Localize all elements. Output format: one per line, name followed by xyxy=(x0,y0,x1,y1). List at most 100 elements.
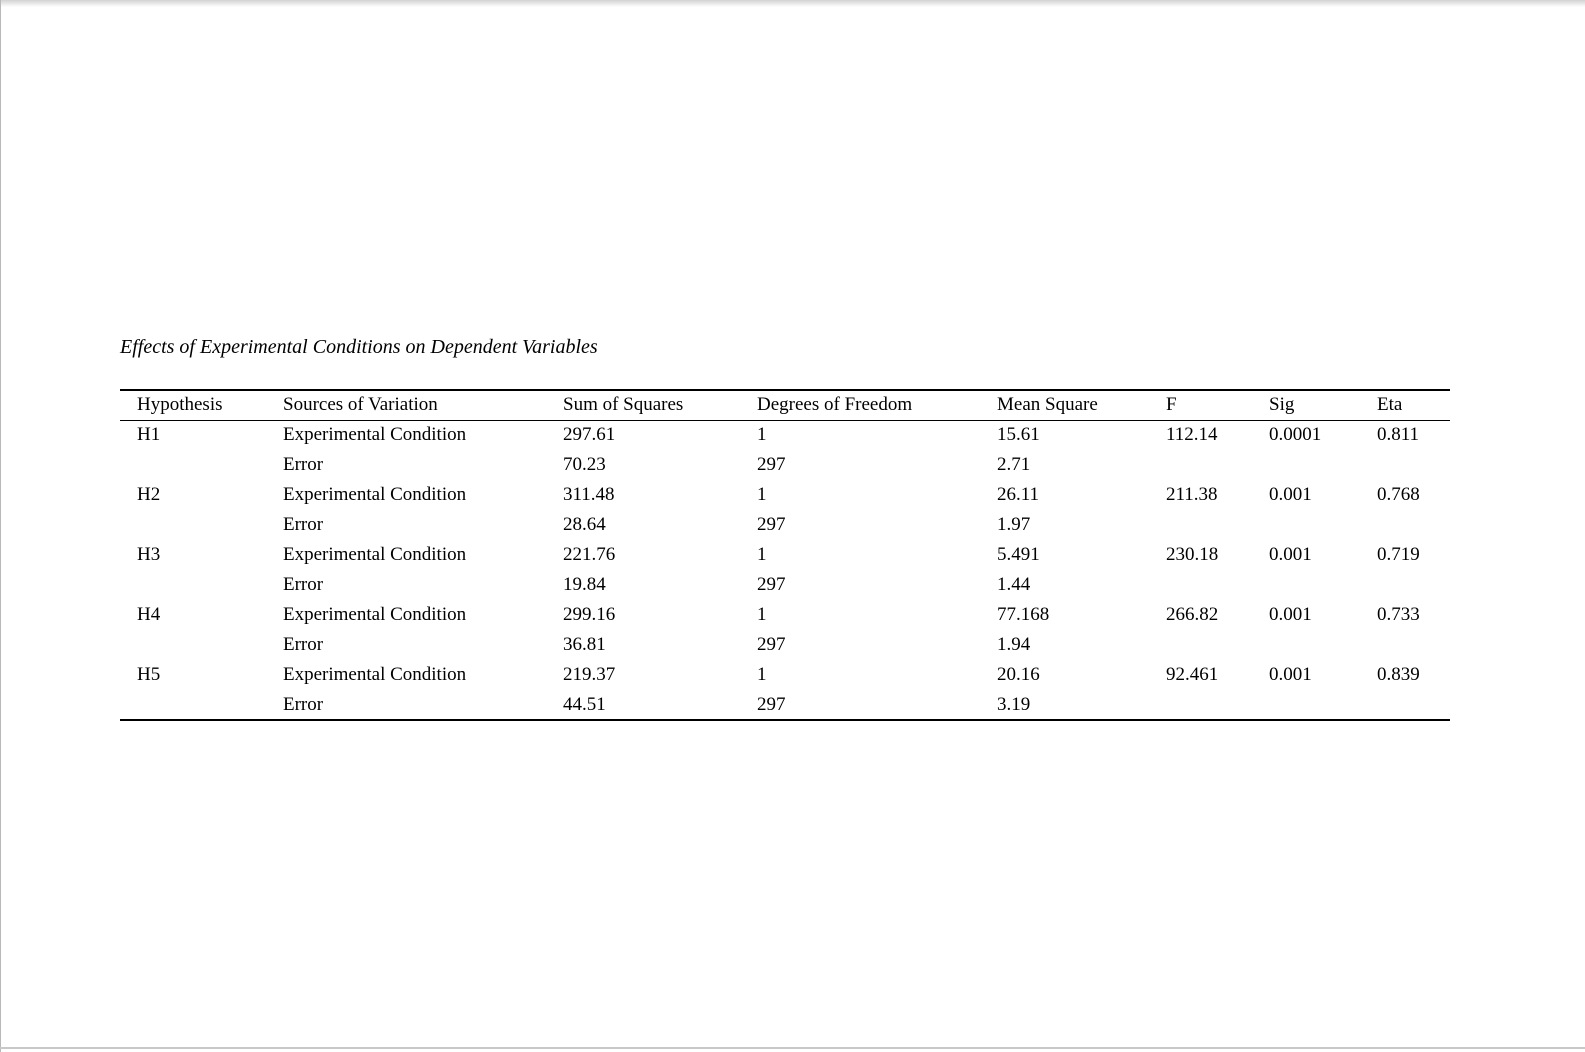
cell-hypothesis xyxy=(120,510,283,540)
cell-mean-square: 77.168 xyxy=(997,604,1050,625)
cell-sig xyxy=(1269,630,1377,660)
cell-sum-of-squares: 44.51 xyxy=(563,693,606,715)
cell-sum-of-squares: 221.76 xyxy=(563,544,616,565)
table-row: H3 Experimental Condition 221.76 1 5.491… xyxy=(120,540,1450,570)
cell-source: Experimental Condition xyxy=(283,544,467,565)
table-row: Error 70.23 297 2.71 xyxy=(120,450,1450,480)
cell-mean-square: 1.94 xyxy=(997,634,1031,655)
cell-sum-of-squares: 311.48 xyxy=(563,484,615,505)
col-header-degrees-of-freedom: Degrees of Freedom xyxy=(757,394,913,416)
cell-degrees-of-freedom: 297 xyxy=(757,574,786,595)
col-header-sources-of-variation: Sources of Variation xyxy=(283,394,438,416)
cell-sum-of-squares: 36.81 xyxy=(563,634,606,655)
cell-eta xyxy=(1377,450,1450,480)
table-row: H4 Experimental Condition 299.16 1 77.16… xyxy=(120,600,1450,630)
cell-f xyxy=(1166,570,1269,600)
cell-source: Experimental Condition xyxy=(283,484,467,505)
cell-mean-square: 1.97 xyxy=(997,514,1031,535)
table-row: Error 36.81 297 1.94 xyxy=(120,630,1450,660)
cell-f xyxy=(1166,450,1269,480)
table-row: H5 Experimental Condition 219.37 1 20.16… xyxy=(120,660,1450,690)
cell-eta xyxy=(1377,690,1450,720)
cell-sum-of-squares: 70.23 xyxy=(563,454,606,475)
cell-hypothesis xyxy=(120,690,283,720)
col-header-sig: Sig xyxy=(1269,394,1295,416)
cell-hypothesis xyxy=(120,570,283,600)
cell-hypothesis xyxy=(120,630,283,660)
cell-f: 266.82 xyxy=(1166,604,1219,625)
cell-sig xyxy=(1269,690,1377,720)
table-row: Error 19.84 297 1.44 xyxy=(120,570,1450,600)
cell-mean-square: 2.71 xyxy=(997,454,1031,475)
table-row: H1 Experimental Condition 297.61 1 15.61… xyxy=(120,420,1450,450)
cell-sig: 0.0001 xyxy=(1269,424,1322,446)
cell-f xyxy=(1166,630,1269,660)
cell-hypothesis: H3 xyxy=(137,544,161,565)
cell-degrees-of-freedom: 1 xyxy=(757,484,767,505)
cell-degrees-of-freedom: 1 xyxy=(757,664,767,685)
cell-mean-square: 15.61 xyxy=(997,424,1040,446)
cell-eta xyxy=(1377,570,1450,600)
cell-sum-of-squares: 299.16 xyxy=(563,604,616,625)
cell-hypothesis: H2 xyxy=(137,484,161,505)
cell-hypothesis: H1 xyxy=(137,424,161,446)
cell-sig: 0.001 xyxy=(1269,604,1312,625)
cell-f xyxy=(1166,510,1269,540)
cell-eta: 0.839 xyxy=(1377,664,1420,685)
col-header-mean-square: Mean Square xyxy=(997,394,1098,416)
cell-degrees-of-freedom: 297 xyxy=(757,634,786,655)
cell-mean-square: 5.491 xyxy=(997,544,1040,565)
cell-mean-square: 20.16 xyxy=(997,664,1040,685)
cell-eta: 0.768 xyxy=(1377,484,1420,505)
col-header-sum-of-squares: Sum of Squares xyxy=(563,394,684,416)
header-row: Hypothesis Sources of Variation Sum of S… xyxy=(120,390,1450,420)
cell-eta: 0.733 xyxy=(1377,604,1420,625)
cell-eta: 0.719 xyxy=(1377,544,1420,565)
cell-degrees-of-freedom: 297 xyxy=(757,514,786,535)
cell-sum-of-squares: 297.61 xyxy=(563,424,616,446)
cell-source: Experimental Condition xyxy=(283,604,467,625)
page-left-border xyxy=(0,0,1,1052)
cell-f xyxy=(1166,690,1269,720)
table-row: H2 Experimental Condition 311.48 1 26.11… xyxy=(120,480,1450,510)
cell-source: Experimental Condition xyxy=(283,664,467,685)
anova-table: Hypothesis Sources of Variation Sum of S… xyxy=(120,389,1450,721)
cell-degrees-of-freedom: 1 xyxy=(757,604,767,625)
cell-sig: 0.001 xyxy=(1269,484,1312,505)
cell-eta: 0.811 xyxy=(1377,424,1420,446)
cell-source: Error xyxy=(283,454,324,475)
cell-mean-square: 26.11 xyxy=(997,484,1040,505)
cell-sum-of-squares: 28.64 xyxy=(563,514,606,535)
cell-sig xyxy=(1269,450,1377,480)
cell-mean-square: 3.19 xyxy=(997,693,1031,715)
cell-hypothesis: H5 xyxy=(137,664,161,685)
cell-f: 112.14 xyxy=(1166,424,1218,446)
cell-sig xyxy=(1269,510,1377,540)
cell-degrees-of-freedom: 297 xyxy=(757,693,786,715)
cell-sig: 0.001 xyxy=(1269,664,1312,685)
cell-source: Error xyxy=(283,574,324,595)
cell-f: 92.461 xyxy=(1166,664,1219,685)
cell-mean-square: 1.44 xyxy=(997,574,1031,595)
cell-degrees-of-freedom: 1 xyxy=(757,544,767,565)
col-header-eta: Eta xyxy=(1377,394,1403,416)
table-caption: Effects of Experimental Conditions on De… xyxy=(120,336,598,358)
page-top-shadow xyxy=(0,0,1585,7)
cell-degrees-of-freedom: 297 xyxy=(757,454,786,475)
page-bottom-border xyxy=(0,1047,1585,1049)
cell-source: Error xyxy=(283,693,324,715)
cell-hypothesis xyxy=(120,450,283,480)
cell-source: Error xyxy=(283,634,324,655)
col-header-hypothesis: Hypothesis xyxy=(137,394,223,416)
cell-sig: 0.001 xyxy=(1269,544,1312,565)
col-header-f: F xyxy=(1166,394,1177,416)
cell-degrees-of-freedom: 1 xyxy=(757,424,767,446)
cell-sig xyxy=(1269,570,1377,600)
cell-sum-of-squares: 19.84 xyxy=(563,574,606,595)
table-row: Error 28.64 297 1.97 xyxy=(120,510,1450,540)
cell-source: Error xyxy=(283,514,324,535)
cell-f: 230.18 xyxy=(1166,544,1219,565)
cell-eta xyxy=(1377,630,1450,660)
table-row: Error 44.51 297 3.19 xyxy=(120,690,1450,720)
